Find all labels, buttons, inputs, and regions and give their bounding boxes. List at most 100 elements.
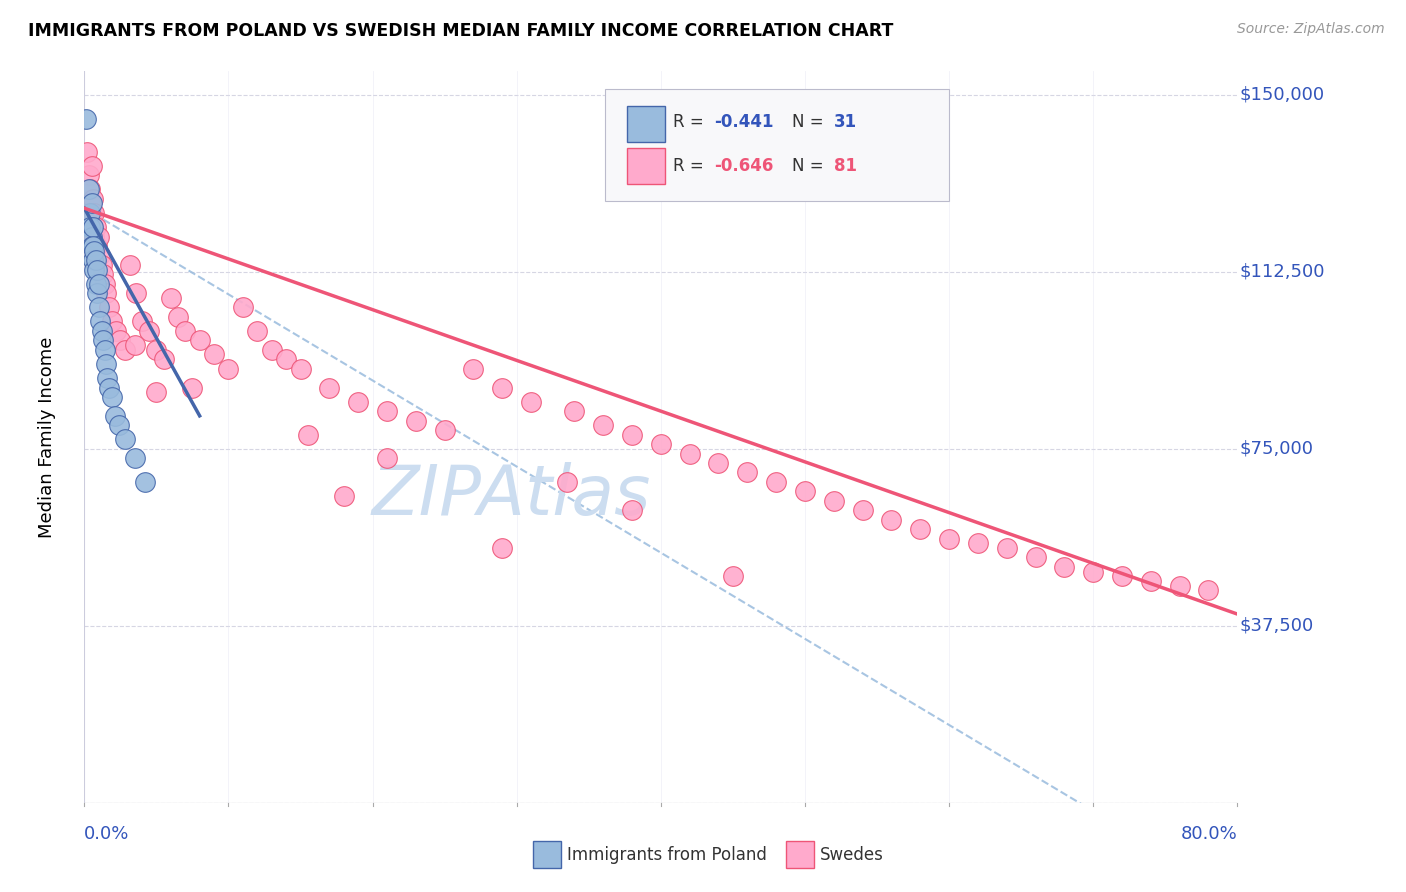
Point [93, 343, 115, 357]
Point [967, 536, 990, 550]
Point [79, 220, 101, 235]
Point [96, 371, 118, 385]
Point [82, 239, 104, 253]
Point [174, 324, 197, 338]
Point [1198, 583, 1220, 598]
Point [131, 314, 153, 328]
Text: IMMIGRANTS FROM POLAND VS SWEDISH MEDIAN FAMILY INCOME CORRELATION CHART: IMMIGRANTS FROM POLAND VS SWEDISH MEDIAN… [28, 22, 893, 40]
Point [84, 253, 107, 268]
Text: $37,500: $37,500 [1240, 617, 1313, 635]
Point [621, 503, 644, 517]
Point [246, 324, 269, 338]
Point [938, 532, 960, 546]
Point [491, 541, 513, 555]
Text: N =: N = [792, 113, 828, 131]
Point [84, 277, 107, 291]
Point [202, 347, 225, 361]
Point [910, 522, 932, 536]
Point [89, 314, 111, 328]
Text: Source: ZipAtlas.com: Source: ZipAtlas.com [1237, 22, 1385, 37]
Point [181, 380, 204, 394]
Point [94, 286, 117, 301]
Point [995, 541, 1018, 555]
Point [276, 352, 298, 367]
Point [76, 145, 98, 159]
Point [80, 159, 103, 173]
Point [852, 503, 875, 517]
Point [232, 301, 254, 315]
Point [105, 324, 128, 338]
Point [297, 427, 319, 442]
Point [375, 404, 398, 418]
Point [124, 451, 146, 466]
Point [1053, 559, 1076, 574]
Text: Swedes: Swedes [820, 846, 883, 863]
Point [91, 267, 114, 281]
Point [592, 418, 614, 433]
Point [621, 427, 644, 442]
Point [90, 324, 112, 338]
Point [138, 324, 160, 338]
Point [104, 409, 127, 423]
Point [86, 262, 108, 277]
Text: $75,000: $75,000 [1240, 440, 1313, 458]
Point [650, 437, 672, 451]
Point [318, 380, 340, 394]
Point [145, 343, 167, 357]
Point [160, 291, 183, 305]
Point [167, 310, 190, 324]
Point [100, 314, 122, 328]
Point [86, 239, 108, 253]
Point [1140, 574, 1163, 588]
Point [564, 404, 586, 418]
Point [82, 220, 104, 235]
Point [110, 334, 132, 348]
Point [290, 361, 312, 376]
Point [1168, 579, 1191, 593]
Point [84, 220, 107, 235]
Text: $112,500: $112,500 [1240, 263, 1324, 281]
Point [100, 390, 122, 404]
Point [82, 192, 104, 206]
Text: -0.646: -0.646 [714, 157, 773, 175]
Point [82, 253, 104, 268]
Point [97, 301, 120, 315]
Point [737, 466, 759, 480]
Point [405, 413, 427, 427]
Text: 80.0%: 80.0% [1181, 825, 1237, 843]
Text: Immigrants from Poland: Immigrants from Poland [567, 846, 766, 863]
Point [89, 248, 111, 262]
Point [83, 244, 105, 258]
Point [134, 475, 156, 489]
Text: N =: N = [792, 157, 828, 175]
Point [80, 229, 103, 244]
Point [93, 277, 115, 291]
Point [80, 239, 103, 253]
Point [463, 361, 485, 376]
Text: R =: R = [673, 157, 710, 175]
Text: Median Family Income: Median Family Income [38, 336, 55, 538]
Point [87, 277, 110, 291]
Point [86, 286, 108, 301]
Point [94, 357, 117, 371]
Point [82, 220, 104, 235]
Point [679, 447, 702, 461]
Text: 31: 31 [834, 113, 856, 131]
Point [823, 493, 845, 508]
Point [79, 182, 101, 196]
Text: $150,000: $150,000 [1240, 86, 1324, 104]
Point [555, 475, 578, 489]
Point [79, 206, 101, 220]
Point [108, 418, 131, 433]
Text: ZIPAtlas: ZIPAtlas [371, 462, 651, 529]
Point [721, 569, 744, 583]
Point [77, 168, 100, 182]
Point [97, 380, 120, 394]
Point [83, 206, 105, 220]
Point [80, 196, 103, 211]
Point [491, 380, 513, 394]
Point [90, 258, 112, 272]
Point [114, 343, 136, 357]
Point [77, 182, 100, 196]
Point [124, 338, 146, 352]
